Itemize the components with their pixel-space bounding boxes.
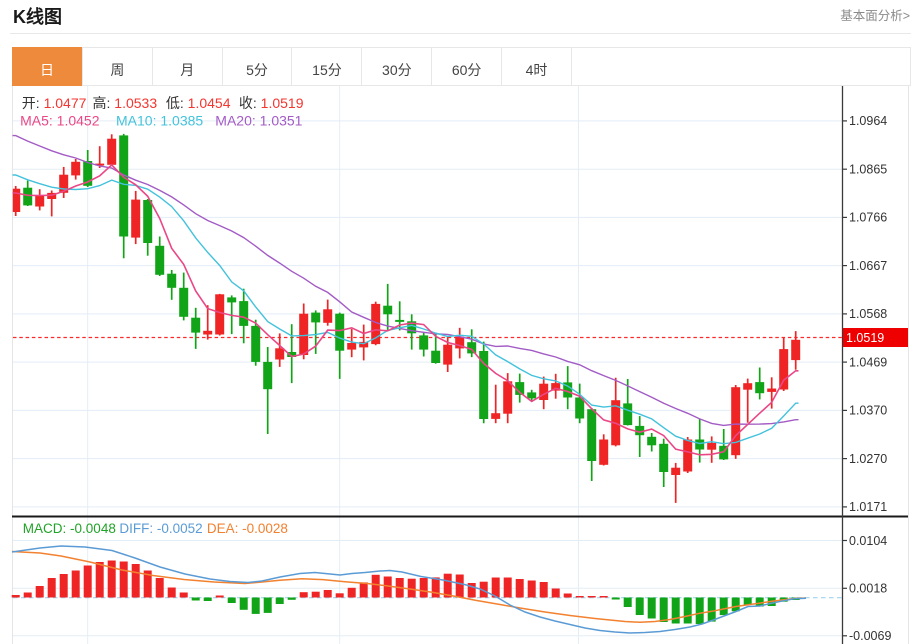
svg-text:1.0766: 1.0766 — [849, 211, 887, 225]
svg-text:1.0469: 1.0469 — [849, 355, 887, 369]
svg-text:开: 1.0477: 开: 1.0477 — [22, 95, 87, 111]
svg-text:-0.0069: -0.0069 — [849, 629, 891, 643]
svg-text:DIFF: -0.0052: DIFF: -0.0052 — [119, 521, 202, 536]
svg-text:低: 1.0454: 低: 1.0454 — [166, 95, 231, 111]
svg-text:1.0667: 1.0667 — [849, 259, 887, 273]
svg-text:1.0865: 1.0865 — [849, 163, 887, 177]
svg-text:MACD: -0.0048: MACD: -0.0048 — [23, 521, 116, 536]
svg-text:1.0519: 1.0519 — [846, 331, 884, 345]
svg-text:1.0568: 1.0568 — [849, 307, 887, 321]
svg-text:1.0270: 1.0270 — [849, 452, 887, 466]
svg-text:0.0018: 0.0018 — [849, 582, 887, 596]
svg-text:DEA: -0.0028: DEA: -0.0028 — [207, 521, 288, 536]
svg-text:1.0964: 1.0964 — [849, 114, 887, 128]
svg-text:高: 1.0533: 高: 1.0533 — [93, 95, 158, 111]
svg-text:MA20: 1.0351: MA20: 1.0351 — [215, 113, 302, 129]
svg-text:MA5: 1.0452: MA5: 1.0452 — [20, 113, 100, 129]
svg-text:0.0104: 0.0104 — [849, 534, 887, 548]
svg-text:收: 1.0519: 收: 1.0519 — [239, 95, 304, 111]
svg-text:MA10: 1.0385: MA10: 1.0385 — [116, 113, 203, 129]
svg-text:1.0370: 1.0370 — [849, 404, 887, 418]
svg-text:1.0171: 1.0171 — [849, 500, 887, 514]
